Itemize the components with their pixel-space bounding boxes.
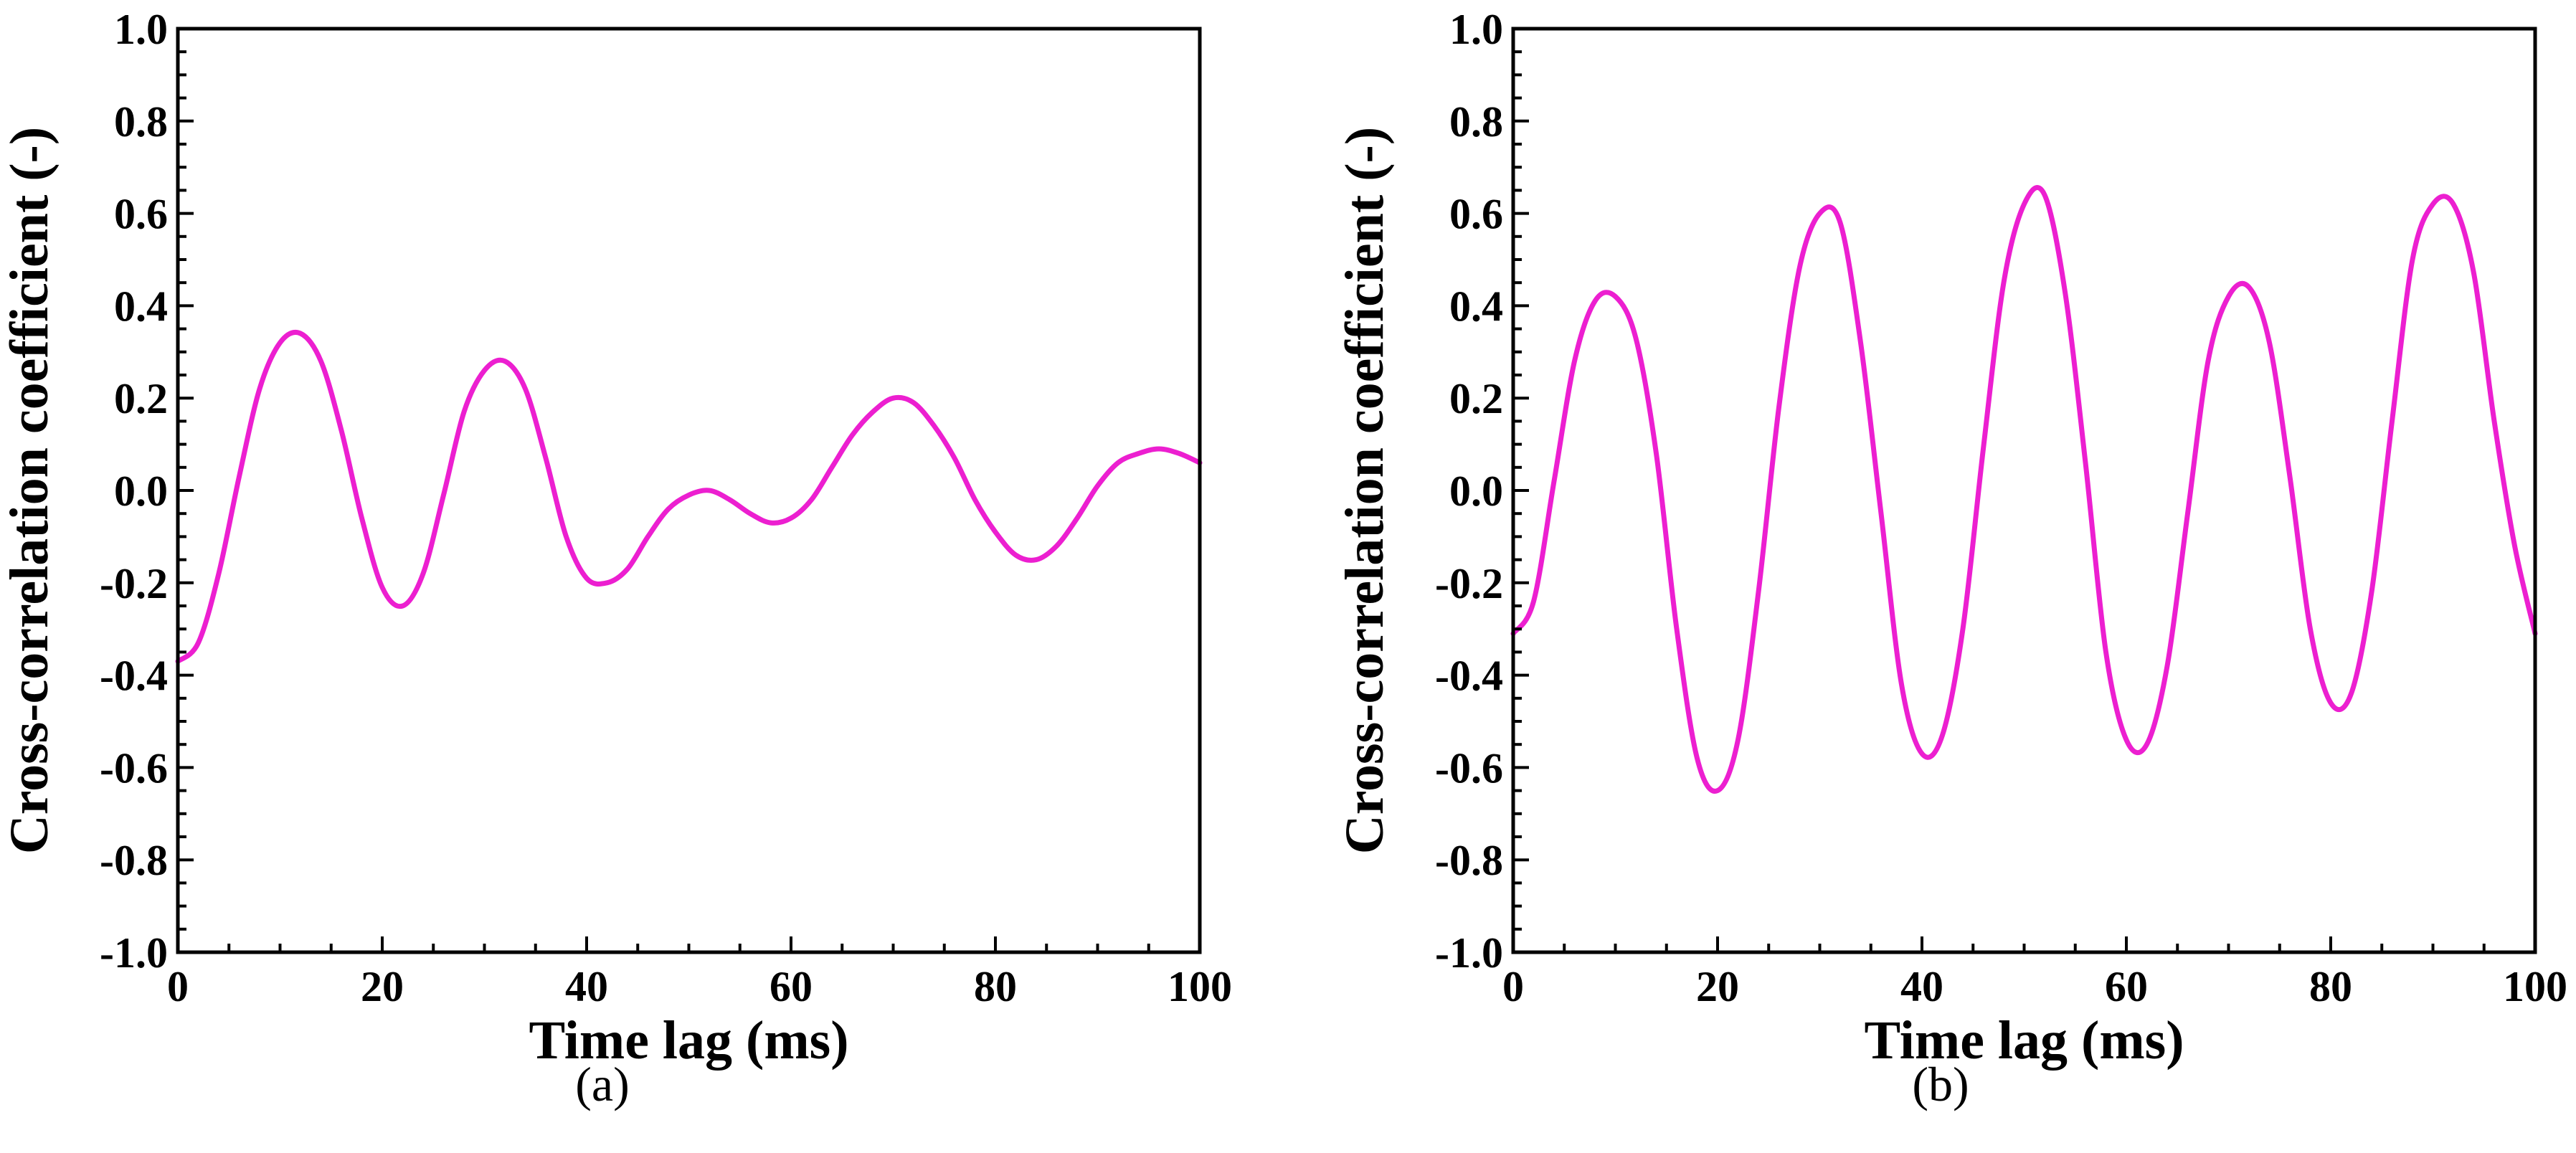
- chart-0-y-tick-label: 0.0: [114, 468, 168, 515]
- chart-1-y-tick-label: -0.2: [1435, 560, 1503, 607]
- chart-1-series-line-0: [1510, 185, 2538, 794]
- chart-0-y-tick-label: -0.2: [100, 560, 168, 607]
- chart-0-y-tick-label: 1.0: [114, 6, 168, 53]
- chart-0-plot-frame: [176, 27, 1202, 954]
- chart-1-y-tick-label: -0.6: [1435, 744, 1503, 792]
- chart-1-y-tick-label: -0.8: [1435, 837, 1503, 884]
- chart-1-x-axis-title: Time lag (ms): [1864, 1010, 2184, 1071]
- chart-0-y-tick-label: -0.8: [100, 837, 168, 884]
- chart-1-y-tick-label: 0.0: [1449, 468, 1503, 515]
- chart-1-y-tick-label: 0.8: [1449, 98, 1503, 146]
- chart-0-x-tick-label: 40: [565, 963, 608, 1010]
- chart-0-y-tick-label: -0.6: [100, 744, 168, 792]
- chart-1-y-tick-label: 0.2: [1449, 375, 1503, 422]
- chart-0-x-tick-label: 100: [1168, 963, 1232, 1010]
- chart-0-y-axis-title: Cross-correlation coefficient (-): [0, 127, 60, 854]
- chart-1-y-tick-label: 0.4: [1449, 283, 1503, 330]
- panel-a-caption: (a): [575, 1057, 629, 1111]
- panel-b: 1.0 0.8 0.6 0.4 0.2 0.0 -0.2 -0.4 -0.6 -0.8 -1.00 2…: [1335, 6, 2567, 1071]
- chart-0-y-tick-label: -1.0: [100, 929, 168, 977]
- chart-1-x-tick-label: 0: [1502, 963, 1524, 1010]
- chart-0-y-tick-label: 0.2: [114, 375, 168, 422]
- chart-1-y-tick-label: 0.6: [1449, 191, 1503, 238]
- chart-1-x-tick-label: 100: [2503, 963, 2567, 1010]
- chart-0-x-tick-label: 60: [770, 963, 813, 1010]
- chart-0-x-axis-title: Time lag (ms): [529, 1010, 848, 1071]
- chart-1-x-tick-label: 20: [1696, 963, 1739, 1010]
- chart-0-series-line-0: [175, 329, 1203, 664]
- chart-1-x-tick-label: 80: [2309, 963, 2352, 1010]
- panel-b-caption: (b): [1912, 1057, 1969, 1111]
- chart-0-x-tick-label: 20: [361, 963, 404, 1010]
- chart-0-y-tick-label: 0.6: [114, 191, 168, 238]
- chart-0-y-tick-label: 0.8: [114, 98, 168, 146]
- panel-a: 1.0 0.8 0.6 0.4 0.2 0.0 -0.2 -0.4 -0.6 -0.8 -1.00 2…: [0, 6, 1232, 1071]
- chart-1-y-tick-label: -0.4: [1435, 653, 1503, 700]
- chart-0-y-tick-label: 0.4: [114, 283, 168, 330]
- chart-1-y-axis-title: Cross-correlation coefficient (-): [1335, 127, 1395, 854]
- chart-1-x-tick-label: 40: [1900, 963, 1943, 1010]
- chart-0-x-tick-label: 80: [974, 963, 1017, 1010]
- chart-1-y-tick-label: 1.0: [1449, 6, 1503, 53]
- chart-0-y-tick-label: -0.4: [100, 653, 168, 700]
- chart-1-y-tick-label: -1.0: [1435, 929, 1503, 977]
- chart-1-x-tick-label: 60: [2105, 963, 2148, 1010]
- chart-0-x-tick-label: 0: [167, 963, 189, 1010]
